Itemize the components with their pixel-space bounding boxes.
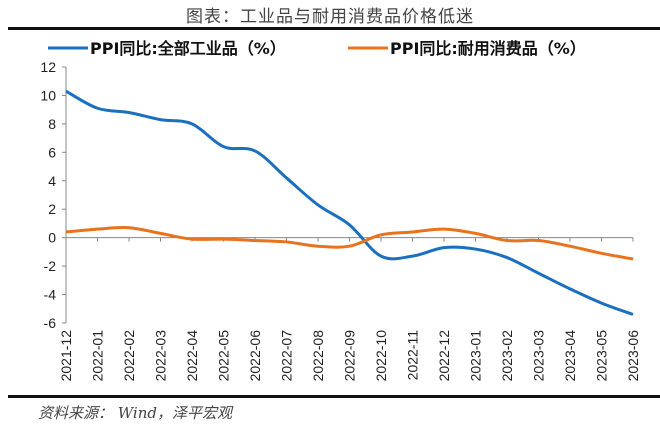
y-tick-label: 8 [48, 116, 56, 132]
y-tick-label: -4 [44, 287, 57, 303]
legend-label: PPI同比:全部工业品（%） [90, 39, 286, 58]
x-tick-label: 2023-03 [531, 330, 547, 382]
title-divider [8, 27, 660, 30]
y-tick-label: -2 [44, 258, 57, 274]
x-tick-label: 2022-01 [90, 330, 106, 382]
x-tick-label: 2022-10 [373, 330, 389, 382]
y-tick-label: 12 [40, 59, 56, 75]
source-note: 资料来源： Wind，泽平宏观 [38, 404, 232, 422]
x-tick-label: 2022-12 [436, 330, 452, 382]
y-tick-label: 2 [48, 201, 56, 217]
x-tick-label: 2022-07 [279, 330, 295, 382]
x-tick-label: 2021-12 [58, 330, 74, 382]
x-tick-label: 2022-08 [310, 330, 326, 382]
x-tick-label: 2022-05 [216, 330, 232, 382]
x-tick-label: 2023-02 [499, 330, 515, 382]
x-tick-label: 2022-06 [247, 330, 263, 382]
y-tick-label: 4 [48, 173, 56, 189]
x-tick-label: 2022-02 [121, 330, 137, 382]
y-tick-label: 0 [48, 230, 56, 246]
chart-title: 图表：工业品与耐用消费品价格低迷 [186, 7, 474, 27]
x-tick-label: 2023-06 [625, 330, 641, 382]
x-tick-label: 2022-11 [405, 330, 421, 381]
footer-divider [8, 395, 660, 398]
x-tick-label: 2022-09 [342, 330, 358, 382]
series-line-1 [65, 226, 634, 261]
series-line-0 [65, 89, 634, 316]
x-tick-label: 2023-01 [468, 330, 484, 382]
x-tick-label: 2023-05 [594, 330, 610, 382]
legend-label: PPI同比:耐用消费品（%） [390, 39, 586, 58]
y-tick-label: -6 [44, 315, 57, 331]
y-tick-label: 10 [40, 87, 56, 103]
x-tick-label: 2023-04 [562, 330, 578, 382]
x-tick-label: 2022-04 [184, 330, 200, 382]
x-tick-label: 2022-03 [153, 330, 169, 382]
y-tick-label: 6 [48, 144, 56, 160]
